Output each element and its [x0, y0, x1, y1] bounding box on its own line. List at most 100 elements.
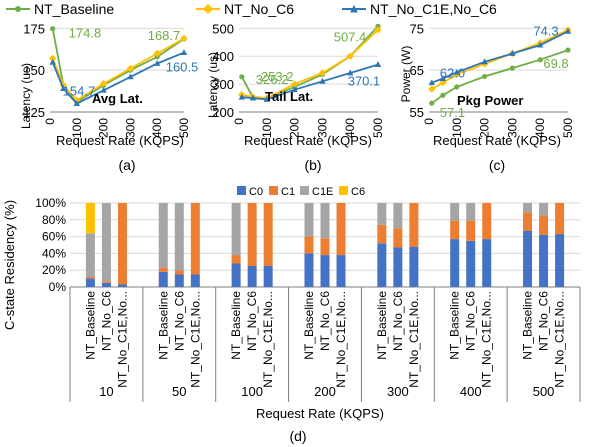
- panel-b-point-no-c1e-c6: [347, 69, 354, 76]
- panel-a-xtick-label: 100: [70, 118, 84, 138]
- panel-d-config-label: NT_No_C6: [99, 291, 113, 351]
- panel-a-xlabel: Request Rate (KQPS): [56, 133, 184, 148]
- legend-item-baseline: NT_Baseline: [6, 1, 114, 17]
- panel-d-bar-c1e: [231, 203, 241, 256]
- panel-b-point-no-c6: [374, 26, 382, 34]
- panel-a-point-no-c1e-c6: [154, 60, 161, 66]
- panel-a-ytick-label: 150: [23, 63, 45, 78]
- top-legend: NT_Baseline NT_No_C6 NT_No_C1E,No_C6: [6, 1, 497, 17]
- panel-a-ytick-label: 175: [23, 21, 45, 36]
- panel-c-point-baseline: [565, 47, 571, 53]
- panel-d-group-label: 100: [241, 384, 263, 399]
- panel-d-ytick-label: 100%: [35, 196, 66, 210]
- panel-d-ylabel: C-state Residency (%): [2, 200, 17, 330]
- panel-a-point-no-c1e-c6: [180, 49, 188, 56]
- panel-d-bar-c0: [304, 253, 314, 287]
- panel-b-point-no-c1e-c6: [319, 77, 326, 84]
- panel-c-title: Pkg Power: [457, 93, 523, 108]
- panel-d-bar-c1: [466, 220, 476, 241]
- panel-b-ylabel: Latency (us): [206, 52, 220, 118]
- panel-c-xtick-label: 200: [478, 118, 492, 138]
- panel-a-point-no-c1e-c6: [49, 58, 56, 65]
- panel-d-config-label: NT_No_C1E,No...: [188, 291, 202, 388]
- panel-a-point-no-c1e-c6: [73, 100, 80, 107]
- panel-b-point-no-c6: [290, 80, 299, 88]
- panel-c-point-no-c1e-c6: [428, 79, 435, 86]
- panel-d-bar-c0: [450, 239, 460, 287]
- panel-a-point-no-c1e-c6: [100, 86, 107, 93]
- panel-d-group-label: 200: [314, 384, 336, 399]
- panel-d-config-label: NT_Baseline: [229, 291, 243, 360]
- panel-d-bar-c1: [304, 236, 314, 254]
- panel-d-config-label: NT_No_C6: [464, 291, 478, 351]
- panel-d-bar-c0: [174, 274, 184, 287]
- panel-d-bar-c0: [158, 271, 168, 287]
- panel-d-bar-c0: [409, 246, 419, 287]
- panel-c-ytick-label: 65: [410, 63, 424, 78]
- panel-c-caption: (c): [489, 157, 505, 173]
- panel-a-xtick-label: 500: [177, 118, 191, 138]
- panel-d-bar-c1: [482, 203, 492, 240]
- legend-label-no-c6: NT_No_C6: [224, 1, 294, 17]
- legend-swatch-c1e: [300, 186, 309, 195]
- panel-a-xtick-label: 400: [150, 118, 164, 138]
- panel-d-bar-c0: [247, 266, 257, 287]
- panel-d-config-label: NT_Baseline: [521, 291, 535, 360]
- bottom-legend: C0 C1 C1E C6: [237, 186, 365, 198]
- panel-d-bar-c6: [85, 203, 95, 234]
- panel-b-ytick-label: 200: [212, 105, 234, 120]
- panel-b-annotation: 507.4: [334, 29, 367, 44]
- panel-a-annotation: 154.7: [63, 83, 96, 98]
- panel-c-point-no-c1e-c6: [564, 27, 572, 34]
- panel-b-xtick-label: 300: [315, 118, 329, 138]
- panel-b-annotation: 326.2: [256, 72, 289, 87]
- panel-c-annotation: 62.0: [440, 66, 465, 81]
- legend-marker-no-c1e-c6: [350, 5, 358, 13]
- panel-d-group-label: 300: [387, 384, 409, 399]
- panel-d-bar-c1e: [450, 203, 460, 221]
- panel-d-bar-c0: [231, 263, 241, 287]
- panel-d-group-label: 50: [172, 384, 186, 399]
- panel-b-point-no-c1e-c6: [238, 93, 245, 100]
- panel-d-group-label: 400: [460, 384, 482, 399]
- panel-d-config-label: NT_No_C1E,No...: [480, 291, 494, 388]
- panel-a-caption: (a): [118, 157, 135, 173]
- panel-d-bar-c0: [190, 274, 200, 287]
- panel-c-pkg-power: 55 65 75 0 100 200 300 400 500 62.0 74.3 57.1 69.8 Pk…: [410, 21, 575, 138]
- panel-d-config-label: NT_No_C1E,No...: [407, 291, 421, 388]
- panel-b-xlabel: Request Rate (KQPS): [244, 133, 372, 148]
- panel-b-ytick-label: 400: [212, 49, 234, 64]
- panel-d-ytick-label: 80%: [42, 213, 66, 227]
- panel-d-bar-c0: [117, 284, 127, 287]
- panel-d-bar-c1e: [304, 203, 314, 237]
- panel-d-ytick-label: 40%: [42, 246, 66, 260]
- panel-d-bar-c1: [377, 224, 387, 244]
- panel-d-config-label: NT_No_C1E,No...: [334, 291, 348, 388]
- panel-a-xtick-label: 200: [97, 118, 111, 138]
- legend-label-no-c1e-c6: NT_No_C1E,No_C6: [370, 1, 497, 17]
- panel-d-ytick-label: 20%: [42, 263, 66, 277]
- panel-b-title: Tail Lat.: [265, 89, 313, 104]
- panel-d-ytick-label: 0%: [49, 280, 67, 294]
- panel-c-ytick-label: 55: [410, 105, 424, 120]
- panel-c-point-no-c1e-c6: [453, 68, 460, 75]
- panel-b-point-baseline: [239, 74, 245, 80]
- panel-d-bar-c0: [320, 255, 330, 287]
- panel-c-ylabel: Power (W): [399, 46, 413, 103]
- panel-d-bar-c1: [450, 220, 460, 240]
- panel-d-bar-c1e: [85, 233, 95, 277]
- panel-c-point-baseline: [429, 100, 435, 106]
- panel-b-point-no-c1e-c6: [291, 86, 298, 93]
- panel-b-point-no-c1e-c6: [249, 94, 257, 101]
- legend-item-no-c1e-c6: NT_No_C1E,No_C6: [342, 1, 497, 17]
- panel-d-bar-c1: [158, 267, 168, 272]
- panel-d-bar-c1: [85, 276, 95, 279]
- panel-d-bar-c1: [555, 203, 565, 235]
- panel-b-xtick-label: 400: [343, 118, 357, 138]
- panel-d-config-label: NT_No_C1E,No...: [261, 291, 275, 388]
- panel-d-bar-c0: [555, 234, 565, 287]
- panel-d-config-label: NT_No_C6: [318, 291, 332, 351]
- panel-a-ylabel: Latency (us): [19, 63, 33, 129]
- panel-d-bar-c0: [523, 230, 533, 287]
